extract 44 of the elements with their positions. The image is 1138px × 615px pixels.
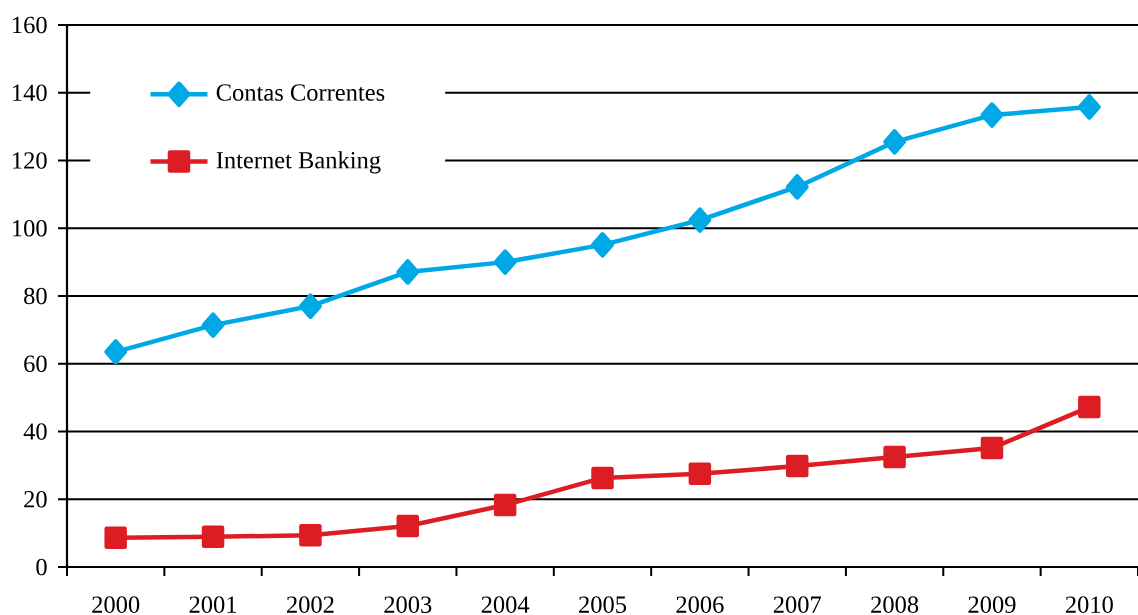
- point: [104, 526, 127, 550]
- y-tick-label: 120: [13, 152, 47, 169]
- point: [298, 293, 322, 319]
- point: [493, 249, 517, 275]
- point: [980, 436, 1004, 460]
- point: [591, 232, 614, 258]
- point: [201, 525, 225, 549]
- y-tick-label: 160: [13, 16, 47, 34]
- x-tick-label: 2009: [968, 596, 1016, 613]
- point: [1077, 94, 1101, 120]
- point: [785, 174, 809, 200]
- y-tick-label: 140: [13, 84, 47, 102]
- legend-label: Internet Banking: [216, 151, 381, 174]
- x-tick-label: 2002: [286, 596, 334, 613]
- y-tick-label: 60: [24, 355, 47, 373]
- legend-label: Contas Correntes: [216, 84, 385, 101]
- point: [104, 339, 128, 365]
- point: [1078, 395, 1101, 419]
- x-tick-label: 2001: [189, 596, 237, 613]
- point: [883, 445, 906, 469]
- point: [980, 102, 1004, 128]
- point: [883, 129, 907, 155]
- x-tick-label: 2003: [384, 596, 432, 613]
- point: [785, 454, 809, 478]
- point: [396, 514, 420, 538]
- y-tick-label: 40: [23, 423, 47, 440]
- point: [688, 207, 712, 233]
- x-tick-label: 2007: [773, 596, 822, 613]
- x-tick-label: 2010: [1065, 596, 1113, 613]
- y-tick-label: 80: [24, 287, 47, 305]
- point: [201, 312, 225, 338]
- point: [493, 493, 517, 517]
- point: [591, 466, 614, 490]
- x-tick-label: 2008: [871, 596, 919, 613]
- y-tick-label: 100: [13, 219, 47, 237]
- x-tick-label: 2005: [579, 596, 627, 613]
- y-tick-label: 0: [36, 558, 47, 576]
- point: [396, 259, 420, 285]
- x-tick-label: 2000: [92, 596, 140, 613]
- y-tick-label: 20: [24, 490, 47, 508]
- point: [688, 462, 712, 486]
- point: [299, 523, 322, 547]
- x-tick-label: 2006: [676, 596, 724, 613]
- x-tick-label: 2004: [481, 596, 530, 613]
